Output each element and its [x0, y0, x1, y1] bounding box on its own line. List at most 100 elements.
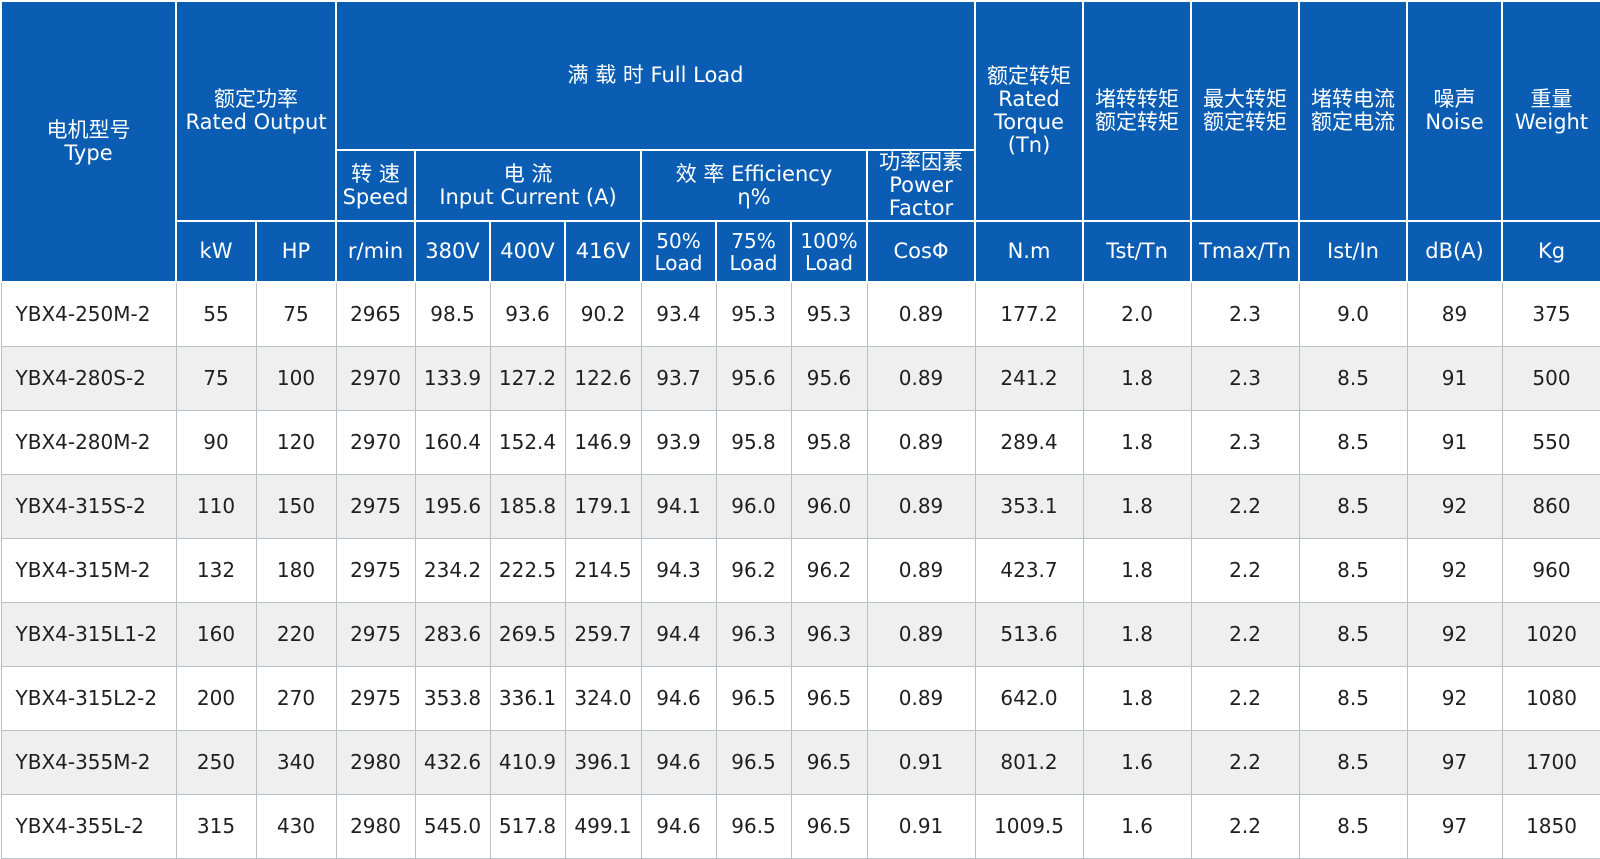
unit-tmax-tn: Tmax/Tn — [1190, 220, 1301, 283]
cell-kw: 132 — [175, 537, 257, 603]
cell-noise: 97 — [1406, 793, 1503, 859]
cell-eff-75: 96.0 — [715, 473, 792, 539]
cell-noise: 89 — [1406, 281, 1503, 347]
unit-eff-75: 75% Load — [715, 220, 793, 283]
table-body: YBX4-250M-2 55 75 2965 98.5 93.6 90.2 93.4 95.3 9… — [0, 281, 1600, 859]
unit-hp: HP — [254, 220, 338, 283]
cell-current-400v: 336.1 — [489, 665, 566, 731]
header-max-torque: 最大转矩 额定转矩 — [1190, 0, 1301, 222]
cell-current-416v: 214.5 — [564, 537, 642, 603]
cell-weight: 860 — [1501, 473, 1600, 539]
cell-tmax-tn: 2.2 — [1190, 537, 1300, 603]
header-locked-rotor-torque: 堵转转矩 额定转矩 — [1082, 0, 1193, 222]
header-rated-torque: 额定转矩 Rated Torque (Tn) — [974, 0, 1085, 222]
table-row: YBX4-315M-2 132 180 2975 234.2 222.5 214.5 94.3… — [0, 537, 1600, 603]
cell-tst-tn: 1.8 — [1082, 345, 1192, 411]
header-type: 电机型号 Type — [0, 0, 177, 283]
cell-weight: 1700 — [1501, 729, 1600, 795]
cell-current-400v: 517.8 — [489, 793, 566, 859]
cell-current-416v: 90.2 — [564, 281, 642, 347]
cell-ist-in: 8.5 — [1298, 729, 1408, 795]
cell-current-416v: 146.9 — [564, 409, 642, 475]
cell-weight: 500 — [1501, 345, 1600, 411]
unit-ist-in: Ist/In — [1298, 220, 1409, 283]
cell-current-380v: 283.6 — [414, 601, 491, 667]
cell-eff-100: 96.5 — [790, 665, 868, 731]
cell-current-380v: 160.4 — [414, 409, 491, 475]
cell-power-factor: 0.89 — [866, 281, 976, 347]
cell-power-factor: 0.89 — [866, 665, 976, 731]
cell-kw: 160 — [175, 601, 257, 667]
unit-nm: N.m — [974, 220, 1085, 283]
header-locked-rotor-current: 堵转电流 额定电流 — [1298, 0, 1409, 222]
cell-current-416v: 259.7 — [564, 601, 642, 667]
cell-eff-50: 94.3 — [640, 537, 717, 603]
cell-rated-torque: 353.1 — [974, 473, 1084, 539]
table-row: YBX4-280M-2 90 120 2970 160.4 152.4 146.9 93.9 9… — [0, 409, 1600, 475]
cell-eff-50: 93.7 — [640, 345, 717, 411]
header-noise: 噪声 Noise — [1406, 0, 1504, 222]
cell-rated-torque: 801.2 — [974, 729, 1084, 795]
cell-current-380v: 432.6 — [414, 729, 491, 795]
cell-type: YBX4-250M-2 — [0, 281, 177, 347]
cell-kw: 315 — [175, 793, 257, 859]
cell-power-factor: 0.89 — [866, 409, 976, 475]
cell-eff-75: 95.3 — [715, 281, 792, 347]
cell-weight: 960 — [1501, 537, 1600, 603]
cell-noise: 92 — [1406, 537, 1503, 603]
cell-weight: 550 — [1501, 409, 1600, 475]
cell-rated-torque: 177.2 — [974, 281, 1084, 347]
table-header: 电机型号 Type 额定功率 Rated Output 满 载 时 Full L… — [0, 0, 1600, 283]
cell-eff-50: 94.4 — [640, 601, 717, 667]
cell-weight: 1080 — [1501, 665, 1600, 731]
unit-cos-phi: CosΦ — [866, 220, 977, 283]
cell-type: YBX4-280S-2 — [0, 345, 177, 411]
cell-current-416v: 324.0 — [564, 665, 642, 731]
unit-current-400v: 400V — [489, 220, 567, 283]
cell-tst-tn: 1.8 — [1082, 409, 1192, 475]
cell-weight: 1850 — [1501, 793, 1600, 859]
cell-rated-torque: 289.4 — [974, 409, 1084, 475]
cell-power-factor: 0.89 — [866, 537, 976, 603]
cell-tst-tn: 1.6 — [1082, 793, 1192, 859]
cell-eff-75: 95.6 — [715, 345, 792, 411]
cell-noise: 91 — [1406, 345, 1503, 411]
header-efficiency: 效 率 Efficiency η% — [640, 149, 869, 222]
table-row: YBX4-355M-2 250 340 2980 432.6 410.9 396.1 94.6… — [0, 729, 1600, 795]
cell-eff-100: 96.2 — [790, 537, 868, 603]
cell-tst-tn: 1.6 — [1082, 729, 1192, 795]
cell-tst-tn: 2.0 — [1082, 281, 1192, 347]
cell-speed: 2975 — [335, 537, 416, 603]
cell-tmax-tn: 2.2 — [1190, 601, 1300, 667]
cell-rated-torque: 241.2 — [974, 345, 1084, 411]
cell-hp: 220 — [255, 601, 337, 667]
cell-type: YBX4-355M-2 — [0, 729, 177, 795]
unit-speed: r/min — [335, 220, 417, 283]
header-speed: 转 速 Speed — [335, 149, 417, 222]
cell-type: YBX4-315L2-2 — [0, 665, 177, 731]
table-row: YBX4-280S-2 75 100 2970 133.9 127.2 122.6 93.7 9… — [0, 345, 1600, 411]
cell-ist-in: 8.5 — [1298, 793, 1408, 859]
cell-power-factor: 0.89 — [866, 601, 976, 667]
header-full-load: 满 载 时 Full Load — [335, 0, 977, 151]
cell-type: YBX4-315L1-2 — [0, 601, 177, 667]
cell-tmax-tn: 2.2 — [1190, 793, 1300, 859]
cell-speed: 2975 — [335, 473, 416, 539]
cell-ist-in: 8.5 — [1298, 473, 1408, 539]
cell-eff-100: 95.6 — [790, 345, 868, 411]
cell-rated-torque: 642.0 — [974, 665, 1084, 731]
unit-tst-tn: Tst/Tn — [1082, 220, 1193, 283]
header-power-factor: 功率因素 Power Factor — [866, 149, 977, 222]
cell-power-factor: 0.91 — [866, 793, 976, 859]
unit-dba: dB(A) — [1406, 220, 1504, 283]
cell-type: YBX4-355L-2 — [0, 793, 177, 859]
cell-eff-50: 94.1 — [640, 473, 717, 539]
cell-ist-in: 8.5 — [1298, 665, 1408, 731]
cell-eff-75: 96.5 — [715, 793, 792, 859]
cell-kw: 110 — [175, 473, 257, 539]
unit-eff-100: 100% Load — [790, 220, 869, 283]
cell-eff-75: 96.5 — [715, 665, 792, 731]
cell-eff-50: 93.9 — [640, 409, 717, 475]
cell-type: YBX4-315M-2 — [0, 537, 177, 603]
